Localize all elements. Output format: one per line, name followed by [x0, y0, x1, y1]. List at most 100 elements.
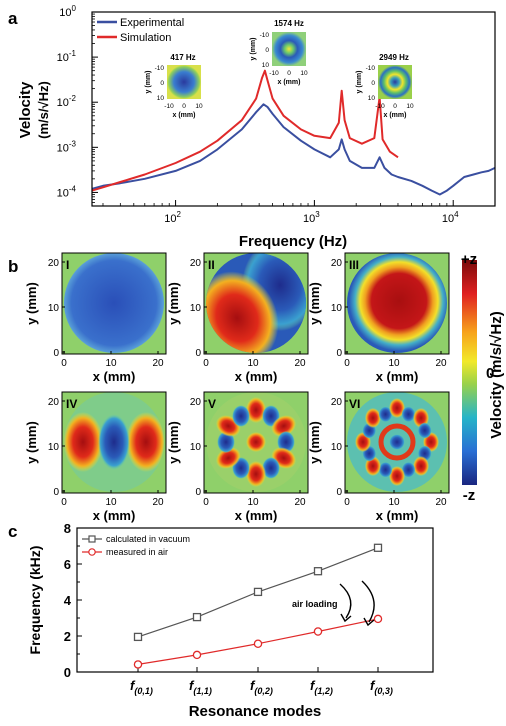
inset-ylabel: y (mm) — [356, 71, 363, 94]
y-tick-label: 0 — [336, 348, 342, 359]
inset-xlabel: x (mm) — [173, 112, 196, 119]
y-tick-label: 100 — [59, 4, 76, 19]
heatmap-III: III — [345, 253, 449, 354]
spectrum-ylabel-line2: (m/s/√Hz) — [36, 81, 51, 139]
antinode-cold — [232, 405, 250, 428]
inset-xtick: 10 — [406, 103, 414, 110]
y-tick-label: 20 — [190, 397, 202, 408]
heatmap-label: III — [349, 258, 359, 272]
y-tick-label: 10-4 — [57, 184, 77, 199]
inset-ytick: 0 — [265, 47, 269, 54]
data-point-vacuum — [192, 612, 202, 622]
annotation-text: air loading — [292, 599, 338, 609]
legend-label-vacuum: calculated in vacuum — [106, 534, 190, 544]
inset-ytick: 10 — [262, 62, 270, 69]
inset-title: 417 Hz — [170, 53, 195, 62]
colorbar: +z 0 -z Velocity (m/s/√Hz) — [461, 251, 505, 504]
heatmap-field — [64, 253, 164, 353]
y-tick-label: 10-3 — [57, 139, 77, 154]
series-line-simulation — [91, 69, 399, 192]
y-tick-label: 20 — [331, 258, 343, 269]
x-tick-label: 20 — [152, 497, 164, 508]
antinode-cold — [378, 461, 393, 478]
spectrum-plot-frame — [91, 11, 496, 207]
data-point-air — [192, 650, 202, 660]
antinode-hot — [364, 407, 381, 428]
x-tick-label: 102 — [164, 210, 181, 225]
inset-xtick: -10 — [164, 103, 174, 110]
x-tick-label: 10 — [247, 497, 259, 508]
antinode-cold — [98, 414, 130, 470]
y-tick-label: 10-1 — [57, 49, 77, 64]
heatmap-frame — [203, 252, 309, 355]
y-tick-label: 20 — [331, 397, 343, 408]
y-tick-label: 10 — [48, 442, 60, 453]
y-tick-label: 0 — [53, 348, 59, 359]
heatmap-axes: 0 10 20 0 10 20 x (mm) y (mm) 0 10 20 0 10 20 x (mm) y … — [24, 252, 450, 523]
y-tick-label: 10 — [331, 303, 343, 314]
heatmap-xlabel: x (mm) — [93, 369, 136, 384]
inset-xtick: -10 — [269, 70, 279, 77]
x-tick-label: f(0,1) — [130, 678, 153, 696]
x-tick-label: 0 — [344, 497, 350, 508]
antinode-hot — [413, 456, 430, 477]
spectrum-xlabel: Frequency (Hz) — [239, 233, 347, 250]
heatmap-label: VI — [349, 397, 360, 411]
heatmap-label: V — [208, 397, 216, 411]
colorbar-gradient — [462, 260, 477, 485]
legend-marker-vacuum — [88, 535, 96, 543]
air-loading-annotation: air loading — [292, 580, 375, 627]
heatmap-ylabel: y (mm) — [307, 282, 322, 325]
inset-417hz: 417 Hz y (mm) -10 0 10 -10 0 10 x (mm) — [145, 53, 203, 119]
x-tick-label: 104 — [442, 210, 459, 225]
heatmap-frame — [344, 391, 450, 494]
data-point-air — [253, 639, 263, 648]
series-line-experimental — [91, 103, 496, 196]
inset-ytick: -10 — [260, 32, 270, 39]
x-tick-label: 10 — [105, 358, 117, 369]
x-tick-label: 20 — [435, 497, 447, 508]
y-tick-label: 10 — [190, 442, 202, 453]
inset-ylabel: y (mm) — [250, 38, 257, 61]
colorbar-bottom-label: -z — [463, 487, 476, 504]
arrow-1 — [339, 583, 352, 619]
arrow-1-head — [340, 613, 352, 623]
heatmap-xlabel: x (mm) — [235, 508, 278, 523]
data-point-air — [373, 614, 383, 624]
antinode-hot — [64, 412, 103, 472]
spectrum-legend: Experimental Simulation — [97, 17, 184, 44]
y-tick-label: 20 — [48, 258, 60, 269]
heatmap-VI: VI — [345, 392, 449, 493]
heatmap-ylabel: y (mm) — [166, 421, 181, 464]
inset-xtick: 0 — [287, 70, 291, 77]
resonance-legend: calculated in vacuum measured in air — [82, 534, 190, 557]
resonance-xlabel: Resonance modes — [189, 703, 322, 720]
x-tick-label: 10 — [247, 358, 259, 369]
inset-title: 1574 Hz — [274, 19, 304, 28]
heatmap-ylabel: y (mm) — [24, 282, 39, 325]
y-tick-label: 0 — [336, 487, 342, 498]
heatmap-label: IV — [66, 397, 77, 411]
antinode-hot — [389, 398, 405, 418]
heatmap-II: II — [204, 253, 308, 354]
heatmap-I: I — [62, 253, 166, 354]
inset-map-417hz — [167, 65, 201, 99]
inset-map-2949hz — [378, 65, 412, 99]
y-tick-label: 6 — [64, 557, 71, 572]
antinode-cold — [417, 422, 432, 439]
x-tick-label: 20 — [152, 358, 164, 369]
x-tick-label: 20 — [294, 358, 306, 369]
heatmap-V: V — [204, 392, 308, 493]
inset-xtick: 0 — [182, 103, 186, 110]
heatmap-ylabel: y (mm) — [24, 421, 39, 464]
inset-2949hz: 2949 Hz y (mm) -10 0 10 -10 0 10 x (mm) — [356, 53, 414, 119]
y-tick-label: 10-2 — [57, 94, 77, 109]
data-point-vacuum — [133, 632, 143, 642]
y-tick-label: 10 — [48, 303, 60, 314]
antinode-hot — [246, 461, 266, 487]
heatmap-IV: IV — [62, 392, 166, 493]
antinode-hot — [271, 415, 297, 437]
x-tick-label: 0 — [344, 358, 350, 369]
